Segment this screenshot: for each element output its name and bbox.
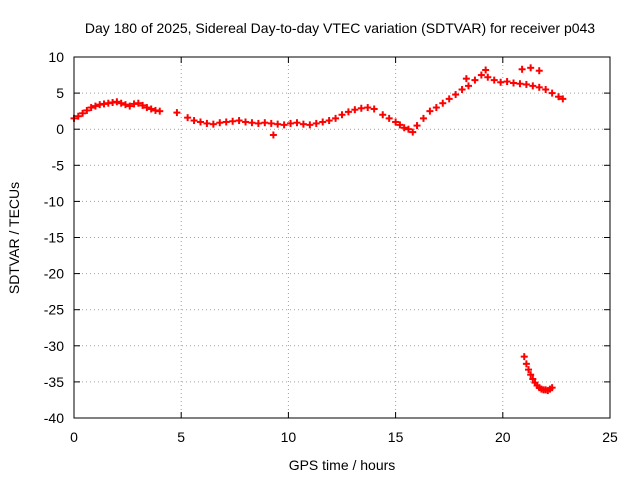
- x-axis-label: GPS time / hours: [289, 457, 396, 473]
- x-tick-label: 5: [177, 429, 185, 445]
- y-axis-label: SDTVAR / TECUs: [6, 182, 22, 294]
- y-tick-label: -35: [44, 374, 64, 390]
- y-tick-label: -10: [44, 193, 64, 209]
- x-tick-label: 15: [388, 429, 404, 445]
- x-tick-label: 10: [281, 429, 297, 445]
- y-tick-label: -30: [44, 338, 64, 354]
- x-tick-label: 20: [495, 429, 511, 445]
- y-tick-label: 10: [48, 49, 64, 65]
- chart-title: Day 180 of 2025, Sidereal Day-to-day VTE…: [85, 20, 595, 36]
- y-tick-label: 0: [56, 121, 64, 137]
- y-tick-label: -40: [44, 410, 64, 426]
- x-tick-label: 0: [70, 429, 78, 445]
- x-tick-label: 25: [602, 429, 618, 445]
- y-tick-label: -20: [44, 266, 64, 282]
- y-tick-label: -15: [44, 230, 64, 246]
- y-tick-label: -25: [44, 302, 64, 318]
- y-tick-label: -5: [52, 157, 65, 173]
- y-tick-label: 5: [56, 85, 64, 101]
- chart: Day 180 of 2025, Sidereal Day-to-day VTE…: [0, 0, 640, 480]
